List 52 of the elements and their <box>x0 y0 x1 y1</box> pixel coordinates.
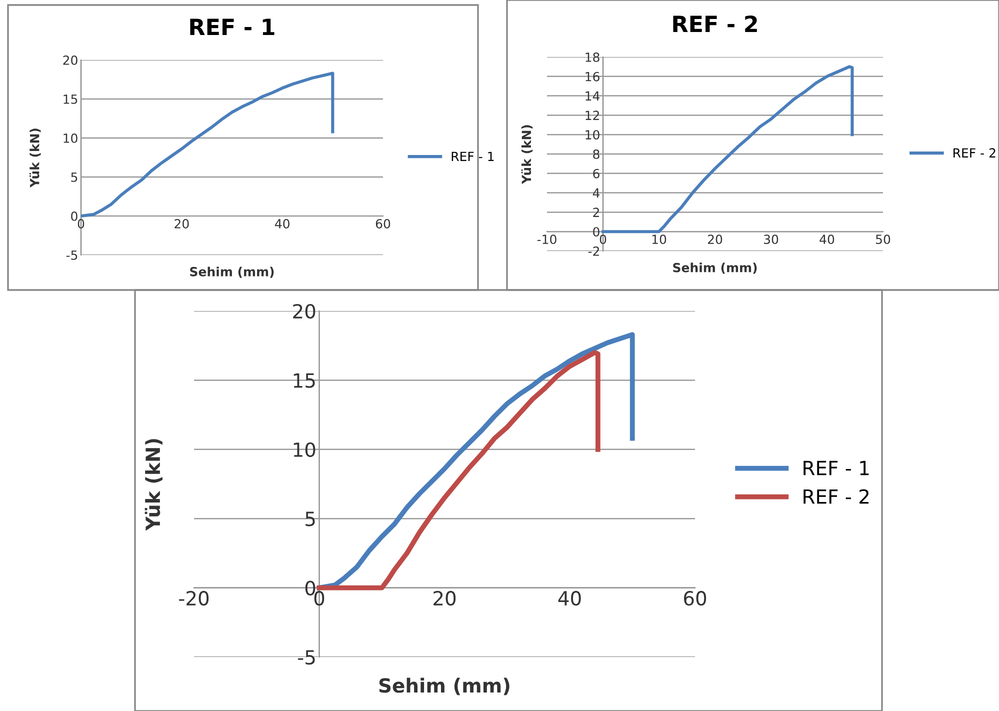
y-tick-label: 20 <box>63 55 78 65</box>
x-tick-label: 40 <box>558 590 581 606</box>
y-tick-label: 5 <box>71 172 78 182</box>
y-tick-label: 6 <box>593 168 600 178</box>
y-tick-label: 15 <box>64 94 78 104</box>
line-series <box>316 332 635 590</box>
line-series <box>81 72 334 218</box>
legend-label: REF - 1 <box>804 460 869 476</box>
x-tick-label: -10 <box>537 234 556 244</box>
y-tick-label: 12 <box>586 110 599 120</box>
y-tick-label: 18 <box>586 52 600 62</box>
line-series <box>601 65 854 234</box>
y-axis-title: Yük (kN) <box>144 439 162 531</box>
x-tick-label: 20 <box>434 590 456 606</box>
legend-label: REF - 2 <box>954 148 996 158</box>
y-tick-label: 2 <box>593 208 599 217</box>
y-tick-label: 5 <box>306 512 315 526</box>
y-tick-label: -2 <box>588 246 599 256</box>
x-tick-label: 10 <box>652 234 666 244</box>
x-tick-label: 20 <box>174 219 189 228</box>
y-axis-title: Yük (kN) <box>521 125 533 184</box>
y-tick-label: 0 <box>71 211 78 221</box>
y-tick-label: 0 <box>305 580 316 596</box>
y-tick-label: 14 <box>586 91 600 101</box>
x-tick-label: 60 <box>684 590 706 606</box>
y-tick-label: 10 <box>64 133 78 143</box>
y-tick-label: 8 <box>593 149 600 159</box>
line-series <box>316 350 600 590</box>
x-axis-title: Sehim (mm) <box>190 266 274 278</box>
x-tick-label: 30 <box>764 234 778 244</box>
x-tick-label: 40 <box>274 219 290 228</box>
chart-title: REF - 2 <box>673 16 757 32</box>
legend-label: REF - 2 <box>804 489 868 504</box>
x-tick-label: 60 <box>376 219 390 228</box>
y-tick-label: 10 <box>586 130 600 140</box>
y-tick-label: -5 <box>66 250 78 260</box>
legend-label: REF - 1 <box>452 152 494 161</box>
y-tick-label: 0 <box>593 227 600 237</box>
y-tick-label: 4 <box>592 188 600 198</box>
chart-title: REF - 1 <box>190 18 274 35</box>
y-tick-label: -5 <box>298 650 315 665</box>
y-axis-title: Yük (kN) <box>29 128 41 188</box>
x-tick-label: 50 <box>876 234 890 244</box>
x-tick-label: 40 <box>820 234 834 244</box>
x-tick-label: -20 <box>179 590 209 606</box>
x-tick-label: 20 <box>708 234 722 244</box>
x-axis-title: Sehim (mm) <box>379 678 510 696</box>
x-axis-title: Sehim (mm) <box>673 262 757 274</box>
y-tick-label: 15 <box>294 373 315 388</box>
y-tick-label: 16 <box>586 72 600 82</box>
y-tick-label: 10 <box>294 442 316 458</box>
y-tick-label: 20 <box>293 304 316 319</box>
